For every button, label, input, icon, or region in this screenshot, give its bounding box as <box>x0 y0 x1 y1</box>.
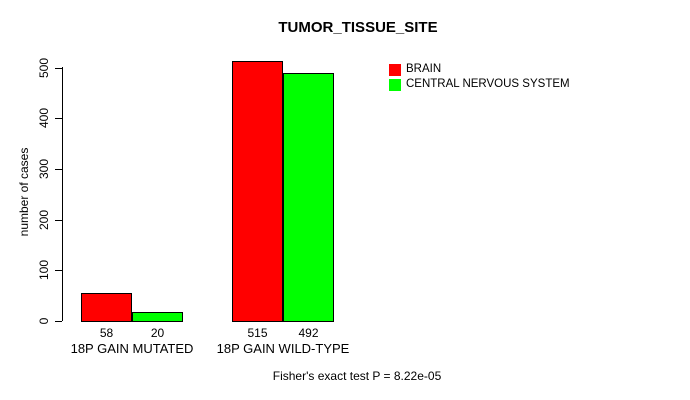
y-axis-label: number of cases <box>17 147 31 237</box>
y-tick-label: 400 <box>37 108 51 129</box>
y-tick-mark <box>55 118 62 120</box>
y-tick-mark <box>55 168 62 170</box>
y-tick-label: 0 <box>37 317 51 325</box>
y-tick-mark <box>55 219 62 221</box>
chart-title: TUMOR_TISSUE_SITE <box>278 19 438 36</box>
bar-value-label: 58 <box>99 326 114 340</box>
bar-brain <box>232 60 283 322</box>
bar-central-nervous-system <box>132 311 183 322</box>
bar-brain <box>81 292 132 322</box>
category-label: 18P GAIN WILD-TYPE <box>216 341 350 356</box>
fisher-test-annotation: Fisher's exact test P = 8.22e-05 <box>272 369 442 383</box>
y-tick-mark <box>55 270 62 272</box>
category-label: 18P GAIN MUTATED <box>70 341 194 356</box>
legend-swatch <box>389 64 401 76</box>
legend-label: BRAIN <box>406 63 442 75</box>
y-tick-mark <box>55 67 62 69</box>
y-tick-mark <box>55 321 62 322</box>
y-axis-line <box>62 67 63 321</box>
bar-value-label: 492 <box>298 326 319 340</box>
bar-value-label: 515 <box>247 326 268 340</box>
legend-swatch <box>389 79 401 91</box>
y-tick-label: 300 <box>37 158 51 179</box>
bar-value-label: 20 <box>150 326 165 340</box>
y-tick-label: 100 <box>37 260 51 281</box>
y-tick-label: 500 <box>37 57 51 78</box>
bar-central-nervous-system <box>283 72 334 322</box>
legend-label: CENTRAL NERVOUS SYSTEM <box>406 78 570 90</box>
y-tick-label: 200 <box>37 209 51 230</box>
